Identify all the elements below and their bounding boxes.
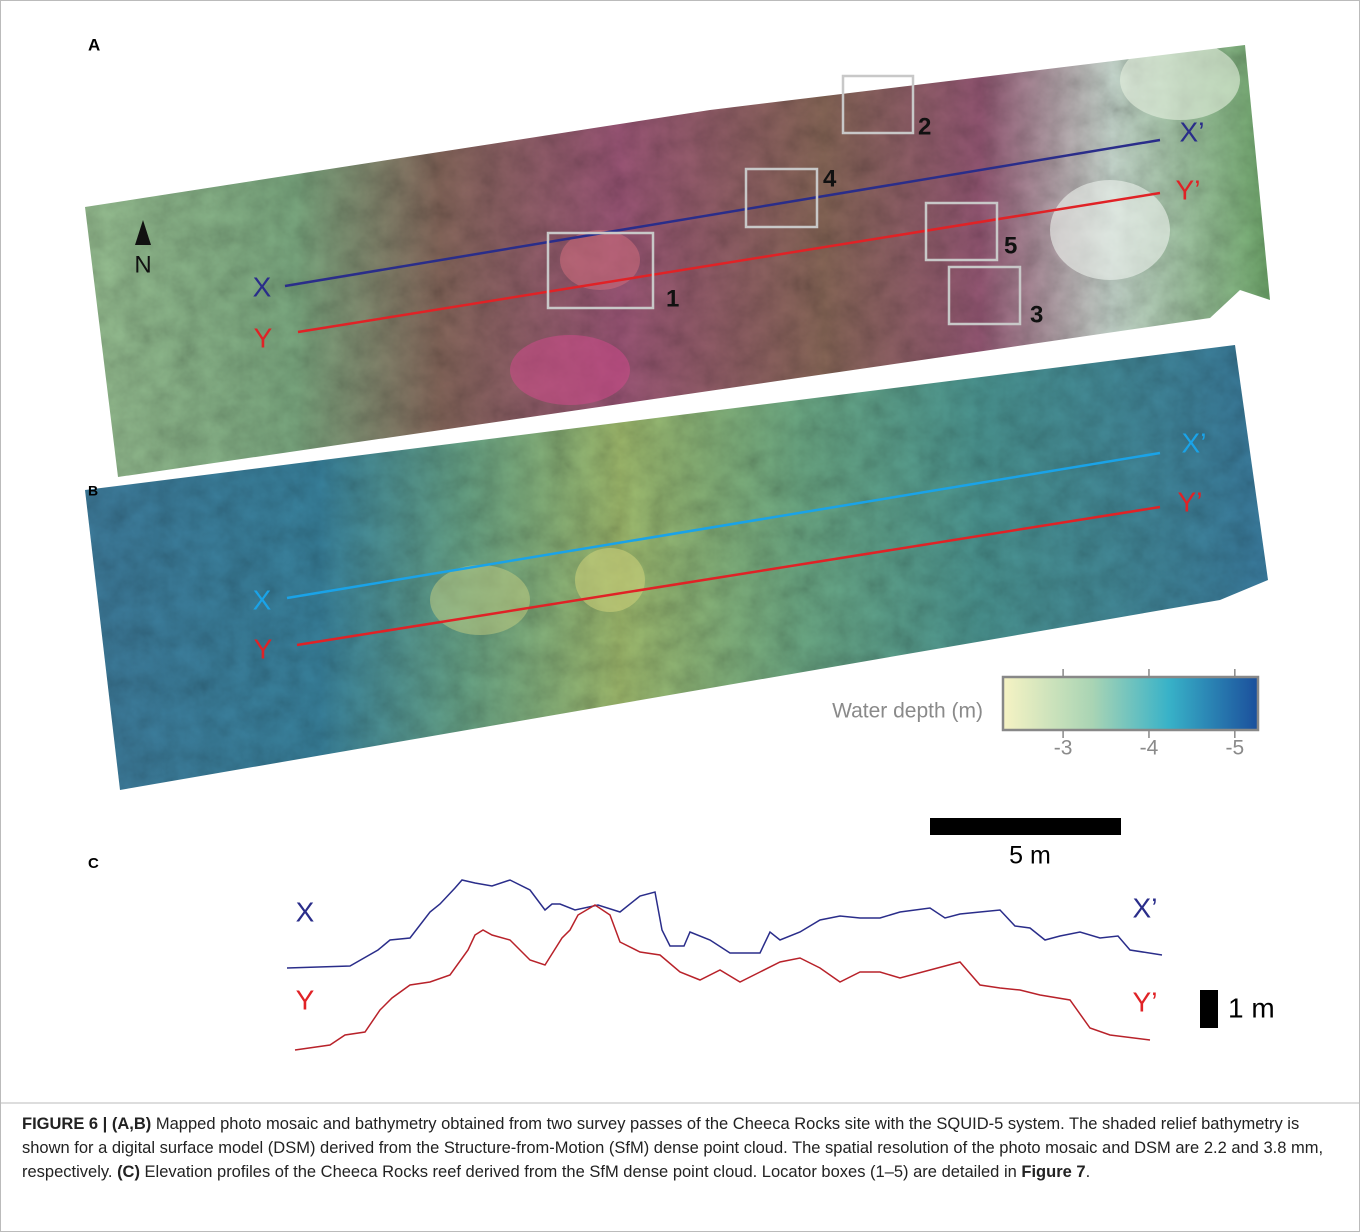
box-label: 5 <box>1004 232 1017 259</box>
panel-label: A <box>88 35 100 54</box>
box-label: 1 <box>666 285 679 312</box>
transect-end: X’ <box>1180 116 1205 147</box>
profile-end: X’ <box>1133 892 1158 923</box>
vertical-scale-bar <box>1200 990 1218 1028</box>
colorbar <box>1003 677 1258 730</box>
caption-text: . <box>1086 1163 1091 1181</box>
caption: FIGURE 6 | (A,B) Mapped photo mosaic and… <box>22 1112 1340 1184</box>
caption-bold: FIGURE 6 | (A,B) <box>22 1115 151 1133</box>
scale-bar-label: 5 m <box>1009 842 1051 870</box>
caption-bold: Figure 7 <box>1021 1163 1085 1181</box>
transect-start: X <box>253 271 272 302</box>
colorbar-label: Water depth (m) <box>832 700 983 723</box>
profile-x <box>287 880 1162 968</box>
north-label: N <box>134 251 151 278</box>
figure: A N X X’ Y Y’ 1 2 3 4 5 B X X’ Y Y’ Wate… <box>0 0 1360 1232</box>
vertical-scale-label: 1 m <box>1228 992 1275 1023</box>
caption-text: Elevation profiles of the Cheeca Rocks r… <box>140 1163 1021 1181</box>
colorbar-tick-label: -4 <box>1140 737 1159 760</box>
caption-bold: (C) <box>117 1163 140 1181</box>
box-label: 3 <box>1030 301 1043 328</box>
profile-end: Y’ <box>1133 986 1158 1017</box>
scale-bar <box>930 818 1121 835</box>
box-label: 2 <box>918 113 931 140</box>
colorbar-tick-label: -3 <box>1054 737 1073 760</box>
panel-label: B <box>88 483 98 499</box>
panel-label: C <box>88 855 99 872</box>
profile-start: X <box>296 896 315 927</box>
transect-end: Y’ <box>1178 486 1203 517</box>
transect-start: X <box>253 584 272 615</box>
transect-end: X’ <box>1182 427 1207 458</box>
transect-end: Y’ <box>1176 174 1201 205</box>
transect-start: Y <box>254 322 273 353</box>
page: {"panels": { "A": {"label": "A", "north"… <box>0 0 1360 1232</box>
box-label: 4 <box>823 165 837 192</box>
transect-start: Y <box>254 633 273 664</box>
profile-start: Y <box>296 984 315 1015</box>
colorbar-tick-label: -5 <box>1225 737 1244 760</box>
